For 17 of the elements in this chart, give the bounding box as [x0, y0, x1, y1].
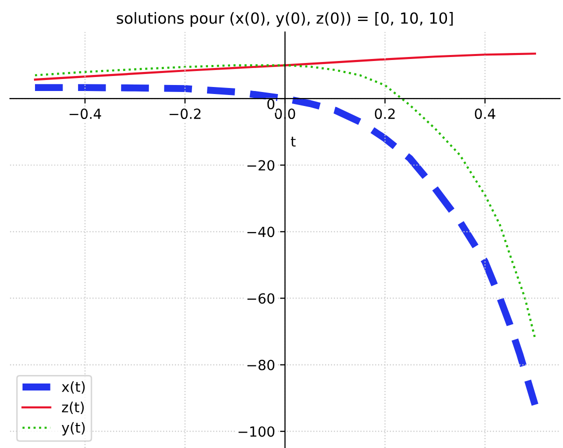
y-tick-label: −100 — [238, 426, 274, 437]
legend-label: y(t) — [62, 422, 85, 436]
chart-title: solutions pour (x(0), y(0), z(0)) = [0, 10, 10] — [116, 12, 453, 27]
x-tick-label: 0.4 — [474, 108, 496, 120]
x-tick-label: −0.4 — [70, 108, 102, 120]
line-series — [34, 52, 536, 81]
y-tick-label: 0 — [267, 98, 274, 110]
y-tick-label: −20 — [247, 160, 274, 171]
x-tick-label: 0.2 — [374, 108, 395, 120]
x-tick-label: −0.2 — [170, 108, 200, 120]
legend-label: x(t) — [62, 381, 85, 394]
x-axis-title: t — [290, 136, 296, 147]
legend-label: z(t) — [62, 402, 84, 414]
line-series — [34, 64, 536, 340]
y-tick-label: −60 — [247, 293, 274, 304]
y-tick-label: −80 — [247, 360, 274, 370]
y-tick-label: −40 — [247, 226, 274, 238]
